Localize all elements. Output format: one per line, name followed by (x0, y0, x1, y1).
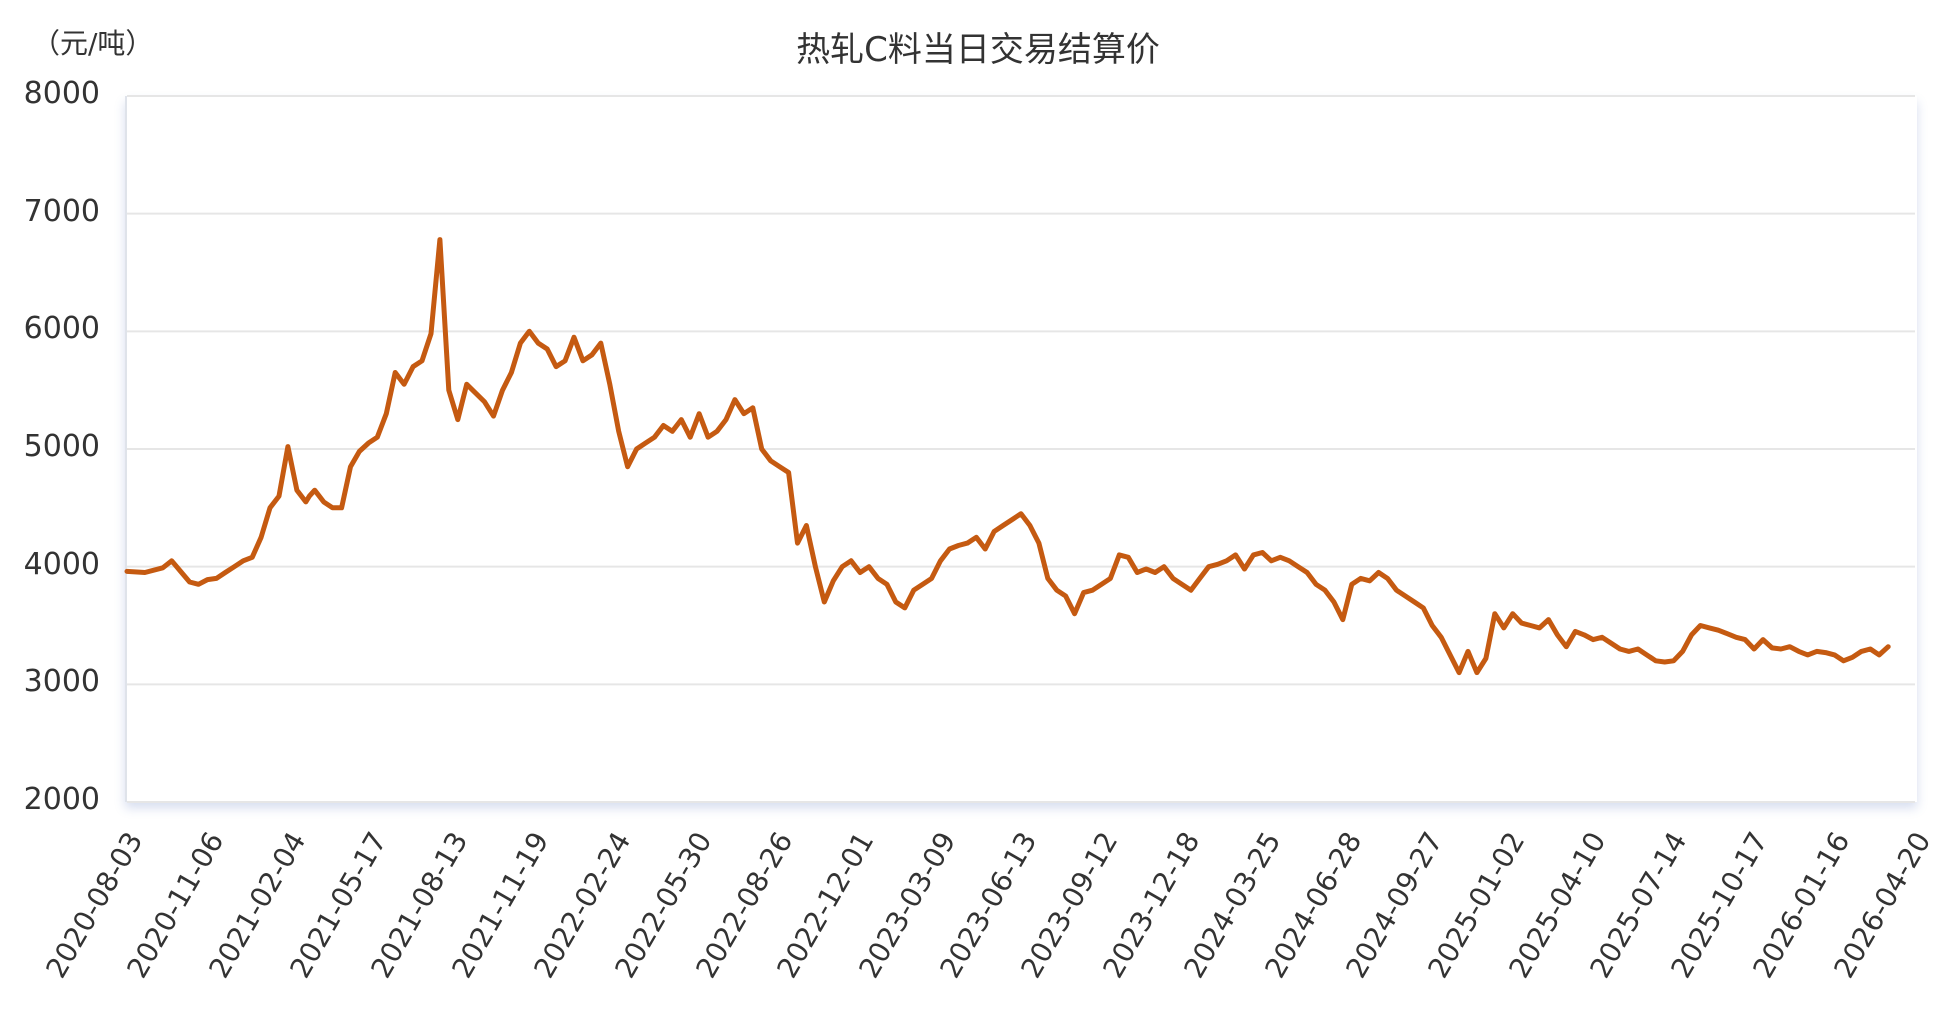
y-axis-unit-label: （元/吨） (32, 27, 154, 60)
price-line-series (124, 237, 1891, 676)
y-tick-label: 6000 (23, 311, 100, 347)
y-tick-label: 4000 (23, 546, 100, 582)
gridlines (127, 95, 1915, 803)
y-tick-label: 3000 (23, 664, 100, 700)
y-tick-label: 2000 (23, 782, 100, 817)
y-tick-label: 8000 (23, 76, 100, 111)
chart-title: 热轧C料当日交易结算价 (796, 30, 1160, 70)
y-tick-label: 5000 (23, 429, 100, 464)
y-tick-label: 7000 (23, 193, 100, 229)
